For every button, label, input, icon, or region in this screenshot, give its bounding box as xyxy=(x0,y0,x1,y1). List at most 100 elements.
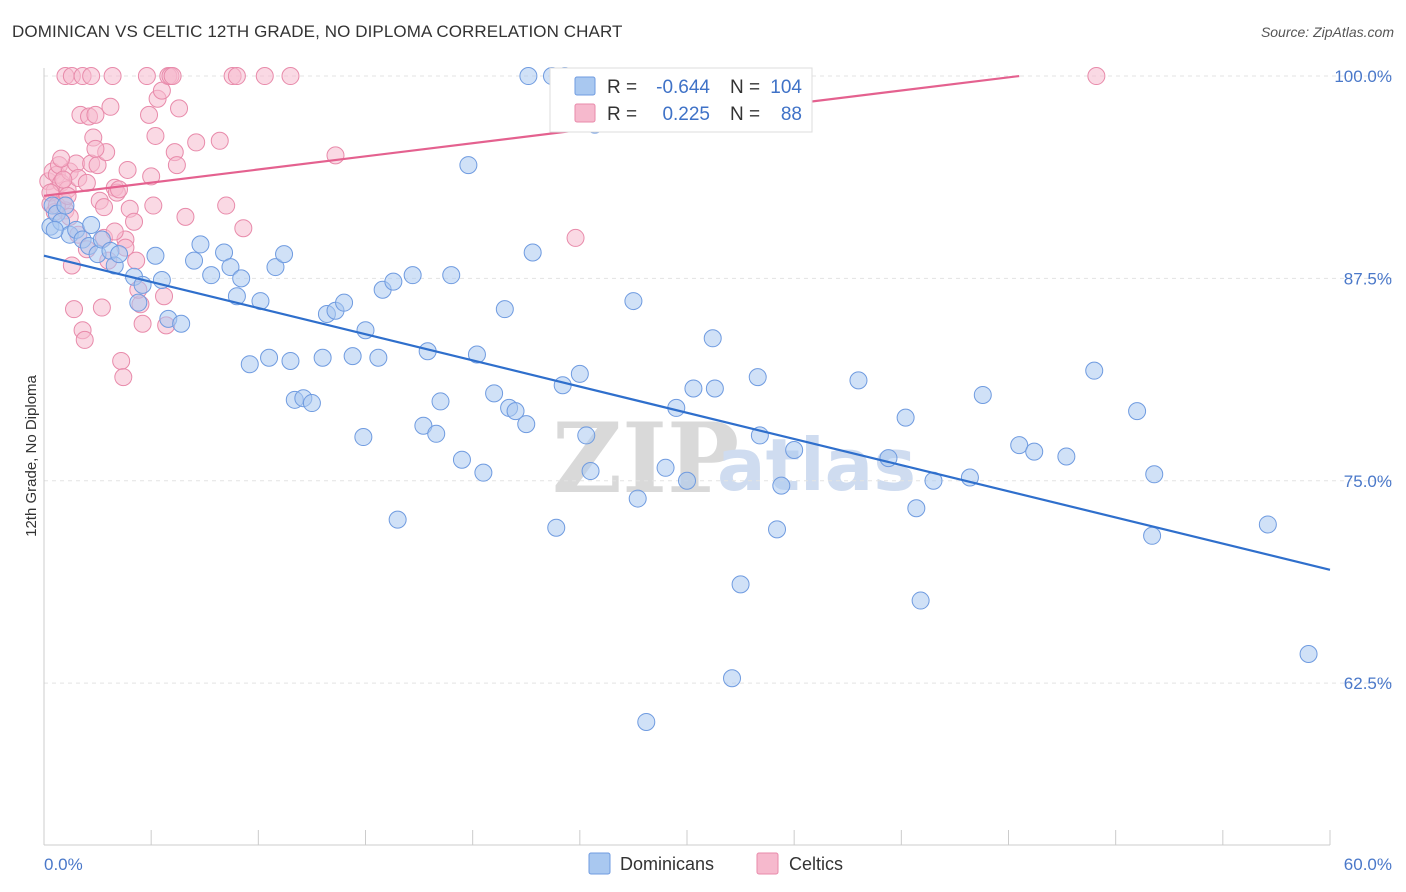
dominicans-point xyxy=(637,712,656,731)
celtics-point xyxy=(103,67,122,86)
dominicans-point xyxy=(260,348,279,367)
celtics-point xyxy=(65,300,84,319)
x-ticks xyxy=(43,830,1331,845)
celtics-point xyxy=(255,67,274,86)
dominicans-point xyxy=(56,196,75,215)
dominicans-point xyxy=(517,415,536,434)
dominicans-point xyxy=(354,428,373,447)
dominicans-point xyxy=(388,510,407,529)
dominicans-point xyxy=(431,392,450,411)
dominicans-point xyxy=(768,520,787,539)
gridlines xyxy=(44,75,1392,684)
celtics-point xyxy=(142,167,161,186)
dominicans-point xyxy=(110,245,129,264)
celtics-point xyxy=(62,256,81,275)
celtics-point xyxy=(144,196,163,215)
dominicans-point xyxy=(343,347,362,366)
dominicans-point xyxy=(1258,515,1277,534)
dominicans-point xyxy=(227,287,246,306)
celtics-point xyxy=(112,351,131,370)
dominicans-point xyxy=(523,243,542,262)
celtics-point xyxy=(234,219,253,238)
celtics-point xyxy=(86,105,105,124)
dominicans-trend-line xyxy=(43,254,1331,571)
dominicans-point xyxy=(384,272,403,291)
celtics-point xyxy=(187,133,206,152)
dominicans-point xyxy=(624,292,643,311)
dominicans-point xyxy=(772,476,791,495)
celtics-point xyxy=(146,126,165,145)
dominicans-point xyxy=(703,329,722,348)
dominicans-point xyxy=(452,450,471,469)
dominicans-point xyxy=(1145,465,1164,484)
dominicans-point xyxy=(414,416,433,435)
dominicans-point xyxy=(570,364,589,383)
dominicans-point xyxy=(519,67,538,86)
dominicans-point xyxy=(896,408,915,427)
x-tick-label-min: 0.0% xyxy=(44,855,83,874)
celtics-point xyxy=(101,97,120,116)
celtics-point xyxy=(217,196,236,215)
dominicans-point xyxy=(506,402,525,421)
dominicans-point xyxy=(495,300,514,319)
dominicans-point xyxy=(973,385,992,404)
dominicans-point xyxy=(474,463,493,482)
celtics-trend-line xyxy=(43,74,1020,197)
celtics-point xyxy=(176,207,195,226)
y-tick-label: 100.0% xyxy=(1334,67,1392,86)
source-credit: Source: ZipAtlas.com xyxy=(1260,24,1394,40)
dominicans-point xyxy=(146,246,165,265)
dominicans-point xyxy=(221,258,240,277)
legend-n-value-celtics: 88 xyxy=(781,104,802,125)
celtics-point xyxy=(137,67,156,86)
dominicans-points xyxy=(41,67,1318,731)
dominicans-point xyxy=(1128,402,1147,421)
dominicans-point xyxy=(266,258,285,277)
dominicans-point xyxy=(302,394,321,413)
series-legend: Dominicans Celtics xyxy=(588,852,843,875)
dominicans-point xyxy=(1057,447,1076,466)
celtics-point xyxy=(82,67,101,86)
trend-lines xyxy=(43,74,1331,571)
legend-r-label-celtics: R = xyxy=(607,104,637,125)
celtics-point xyxy=(105,222,124,241)
dominicans-point xyxy=(442,266,461,285)
celtics-point xyxy=(140,105,159,124)
dominicans-point xyxy=(748,368,767,387)
dominicans-point xyxy=(129,293,148,312)
dominicans-point xyxy=(369,348,388,367)
chart-title: DOMINICAN VS CELTIC 12TH GRADE, NO DIPLO… xyxy=(12,22,623,41)
celtics-point xyxy=(281,67,300,86)
correlation-legend: R = -0.644 N = 104 R = 0.225 N = 88 xyxy=(549,67,813,133)
celtics-point xyxy=(167,156,186,175)
legend-n-label-dominicans: N = xyxy=(730,77,760,98)
celtics-point xyxy=(54,170,73,189)
dominicans-point xyxy=(553,376,572,395)
celtics-point xyxy=(95,198,114,217)
dominicans-point xyxy=(82,215,101,234)
celtics-point xyxy=(86,139,105,158)
celtics-point xyxy=(133,314,152,333)
dominicans-point xyxy=(581,462,600,481)
dominicans-point xyxy=(577,426,596,445)
celtics-point xyxy=(110,180,129,199)
bottom-legend-label-celtics: Celtics xyxy=(789,854,843,874)
dominicans-point xyxy=(684,379,703,398)
dominicans-point xyxy=(911,591,930,610)
legend-n-value-dominicans: 104 xyxy=(770,77,802,98)
dominicans-point xyxy=(467,345,486,364)
dominicans-point xyxy=(731,575,750,594)
legend-n-label-celtics: N = xyxy=(730,104,760,125)
legend-swatch-dominicans xyxy=(574,76,596,96)
y-tick-labels: 62.5% 75.0% 87.5% 100.0% xyxy=(1334,67,1392,693)
dominicans-point xyxy=(202,266,221,285)
dominicans-point xyxy=(547,518,566,537)
dominicans-point xyxy=(185,251,204,270)
celtics-point xyxy=(163,67,182,86)
bottom-legend-swatch-celtics xyxy=(756,852,779,875)
y-axis-title: 12th Grade, No Diploma xyxy=(23,374,40,536)
celtics-point xyxy=(114,368,133,387)
dominicans-point xyxy=(628,489,647,508)
dominicans-point xyxy=(1010,436,1029,455)
